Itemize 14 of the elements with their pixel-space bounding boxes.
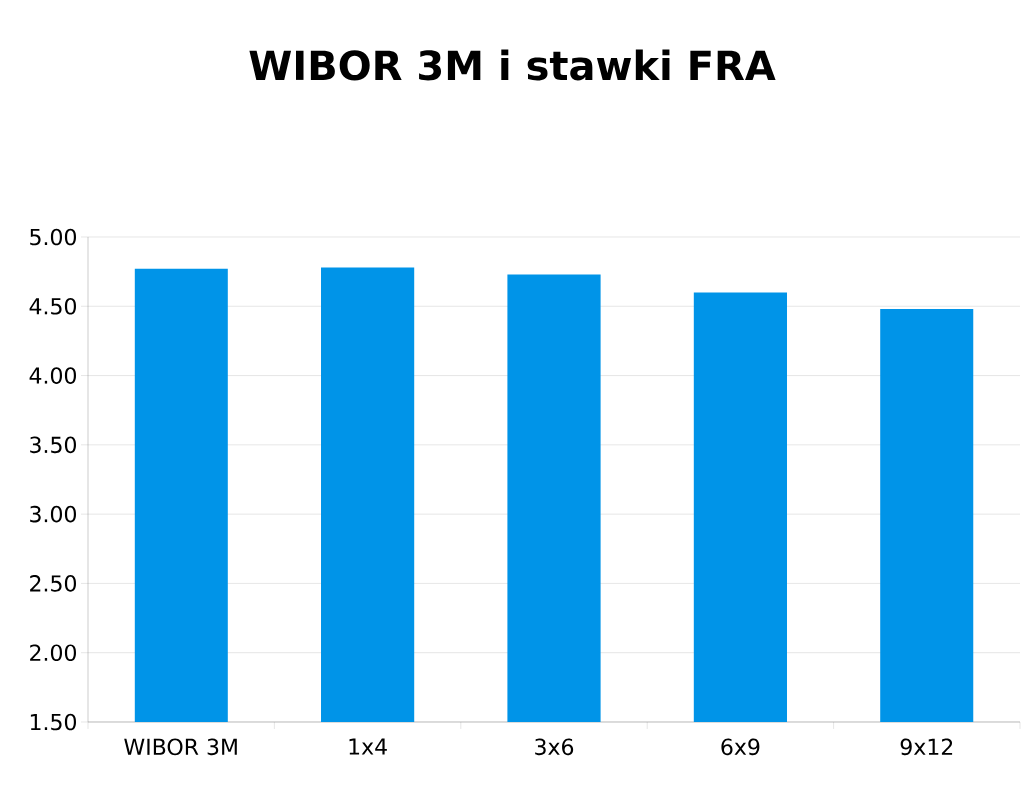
x-tick-label: 3x6 bbox=[535, 738, 574, 756]
y-tick-label: 3.50 bbox=[30, 436, 76, 454]
y-tick-label: 2.00 bbox=[30, 644, 76, 662]
y-tick-label: 3.00 bbox=[30, 505, 76, 523]
y-tick-label: 1.50 bbox=[30, 713, 76, 731]
x-tick-label: 6x9 bbox=[721, 738, 760, 756]
y-tick-label: 2.50 bbox=[30, 575, 76, 592]
chart-title: WIBOR 3M i stawki FRA bbox=[249, 49, 776, 81]
y-tick-label: 5.00 bbox=[30, 228, 76, 246]
y-tick-label: 4.00 bbox=[29, 367, 76, 384]
x-tick-label: 9x12 bbox=[900, 738, 953, 756]
x-tick-label: 1x4 bbox=[349, 738, 387, 755]
y-tick-label: 4.50 bbox=[29, 297, 76, 315]
x-tick-label: WIBOR 3M bbox=[124, 738, 237, 756]
